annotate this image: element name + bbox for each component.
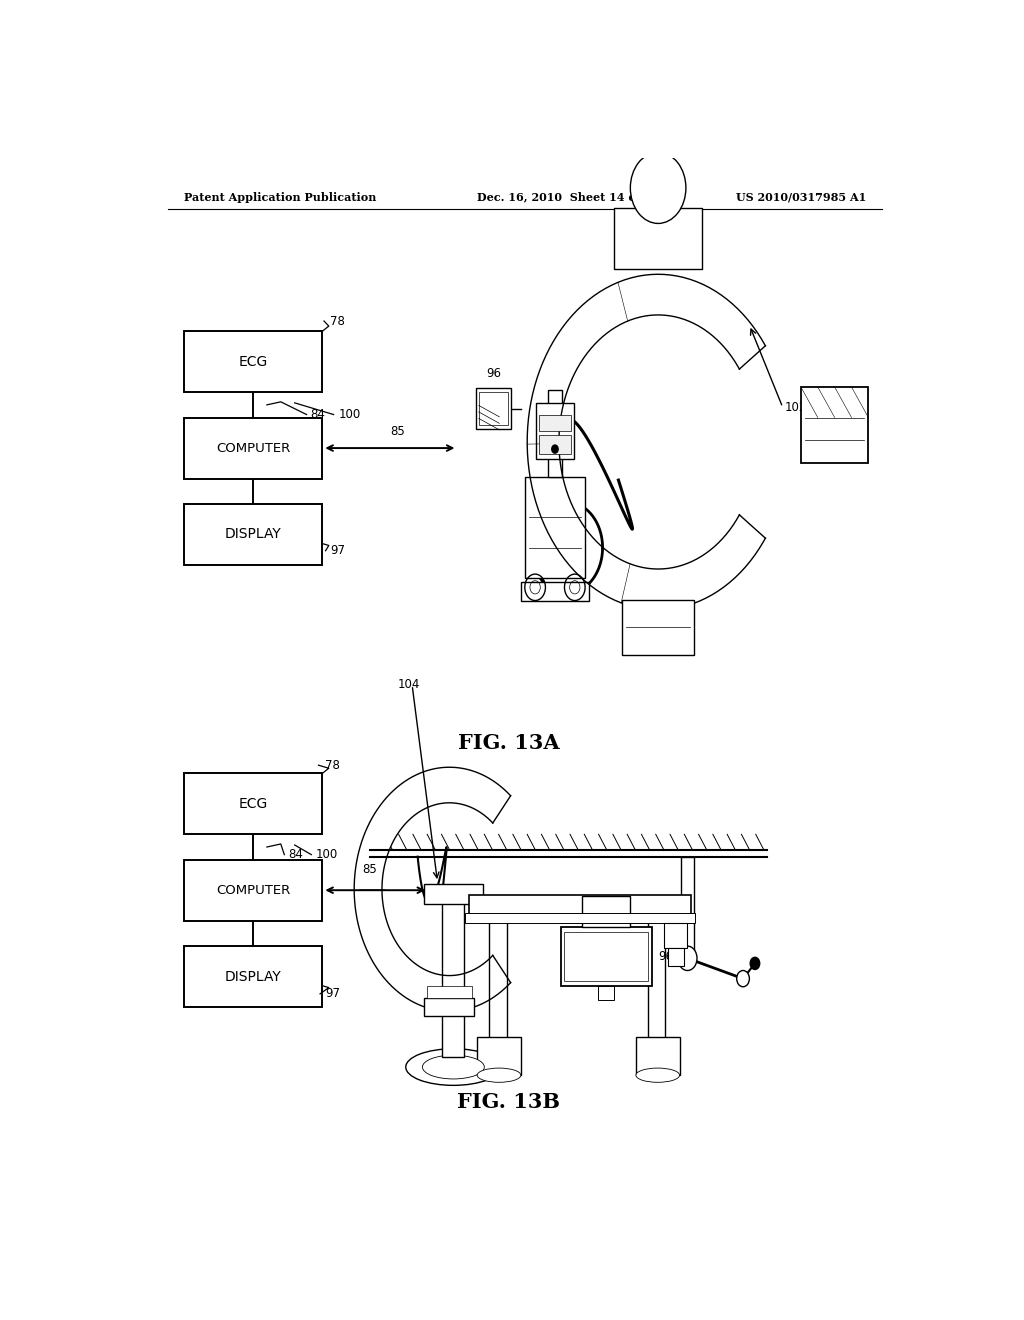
Bar <box>424 884 483 904</box>
Text: 85: 85 <box>390 425 404 438</box>
Circle shape <box>678 946 697 970</box>
Text: COMPUTER: COMPUTER <box>216 442 290 454</box>
Bar <box>427 986 472 998</box>
Circle shape <box>631 152 686 223</box>
Ellipse shape <box>477 1068 521 1082</box>
Text: 84: 84 <box>310 408 326 421</box>
Bar <box>479 392 508 425</box>
Bar <box>623 599 694 656</box>
Text: ECG: ECG <box>239 797 267 810</box>
Bar <box>560 927 652 986</box>
Text: Patent Application Publication: Patent Application Publication <box>183 191 376 202</box>
Bar <box>539 414 570 432</box>
Bar <box>548 391 562 477</box>
Bar <box>469 895 691 917</box>
Text: COMPUTER: COMPUTER <box>216 883 290 896</box>
Bar <box>539 434 570 454</box>
Bar <box>668 948 684 966</box>
Text: 84: 84 <box>289 849 303 861</box>
Text: 97: 97 <box>325 987 340 1001</box>
Text: DISPLAY: DISPLAY <box>224 970 282 983</box>
Circle shape <box>736 970 750 987</box>
Text: DISPLAY: DISPLAY <box>224 528 282 541</box>
Bar <box>475 388 511 429</box>
Bar <box>183 331 323 392</box>
Ellipse shape <box>406 1049 501 1085</box>
Text: 96: 96 <box>486 367 501 380</box>
Text: ECG: ECG <box>239 355 267 368</box>
Bar <box>636 1036 680 1076</box>
Text: Dec. 16, 2010  Sheet 14 of 14: Dec. 16, 2010 Sheet 14 of 14 <box>477 191 660 202</box>
Text: 96: 96 <box>658 950 673 962</box>
Text: 97: 97 <box>331 544 345 557</box>
Bar <box>183 504 323 565</box>
Bar <box>801 387 868 463</box>
Bar <box>183 417 323 479</box>
Bar <box>681 857 694 958</box>
Text: 100: 100 <box>338 408 360 421</box>
Circle shape <box>751 957 760 969</box>
Bar <box>489 920 507 1055</box>
Text: 85: 85 <box>362 863 377 876</box>
Bar <box>183 946 323 1007</box>
Text: FIG. 13B: FIG. 13B <box>458 1092 560 1111</box>
Polygon shape <box>527 275 765 610</box>
Bar <box>525 477 585 578</box>
Bar <box>536 404 574 459</box>
Bar <box>465 912 695 923</box>
Bar <box>521 582 589 601</box>
Ellipse shape <box>636 1068 680 1082</box>
Bar <box>598 986 614 1001</box>
Bar <box>614 209 701 269</box>
Text: 78: 78 <box>325 759 340 772</box>
Bar <box>583 896 630 927</box>
Text: 78: 78 <box>331 314 345 327</box>
Bar <box>564 932 648 981</box>
Circle shape <box>552 445 558 453</box>
Bar <box>183 774 323 834</box>
Text: 100: 100 <box>316 849 338 861</box>
Bar <box>477 1036 521 1076</box>
Text: FIG. 13A: FIG. 13A <box>458 733 560 752</box>
Text: 104: 104 <box>397 678 420 692</box>
Text: 102: 102 <box>785 401 808 414</box>
Ellipse shape <box>423 1055 484 1078</box>
Polygon shape <box>354 767 511 1011</box>
Text: US 2010/0317985 A1: US 2010/0317985 A1 <box>736 191 866 202</box>
Bar <box>648 920 666 1055</box>
Bar <box>664 923 687 948</box>
Bar <box>442 894 465 1057</box>
Bar <box>183 859 323 921</box>
Bar <box>424 998 474 1016</box>
